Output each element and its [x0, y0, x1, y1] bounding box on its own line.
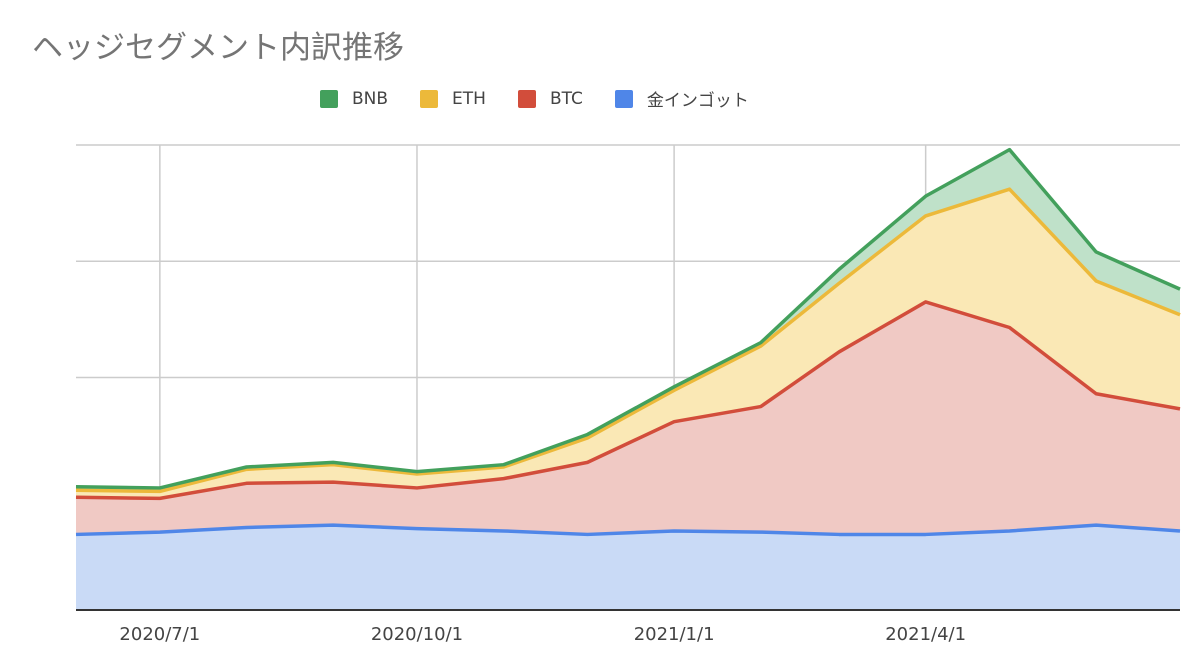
legend-item: BTC	[517, 86, 583, 111]
x-tick-label: 2021/4/1	[885, 624, 966, 645]
legend-item: BNB	[320, 86, 388, 111]
area-0	[76, 525, 1180, 610]
legend-label: BTC	[549, 88, 583, 109]
area-2	[76, 189, 1180, 499]
legend: BNB ETH BTC 金インゴット	[320, 86, 781, 111]
legend-swatch	[420, 89, 439, 108]
legend-swatch	[320, 89, 338, 108]
x-tick-label: 2020/7/1	[119, 624, 200, 645]
series-line-1	[75, 300, 1181, 501]
legend-label: BNB	[352, 88, 389, 109]
x-tick-label: 2020/10/1	[371, 624, 463, 645]
legend-swatch	[517, 89, 536, 108]
series-line-2	[75, 187, 1181, 494]
legend-item: ETH	[420, 86, 486, 111]
x-tick-label: 2021/1/1	[634, 624, 715, 645]
legend-item: 金インゴット	[614, 86, 749, 111]
series-line-3	[75, 147, 1181, 490]
series-line-0	[75, 523, 1181, 537]
legend-label: ETH	[452, 88, 486, 109]
area-1	[76, 301, 1180, 535]
legend-label: 金インゴット	[646, 91, 749, 111]
legend-swatch	[614, 89, 633, 108]
chart-title: ヘッジセグメント内訳推移	[32, 30, 404, 66]
